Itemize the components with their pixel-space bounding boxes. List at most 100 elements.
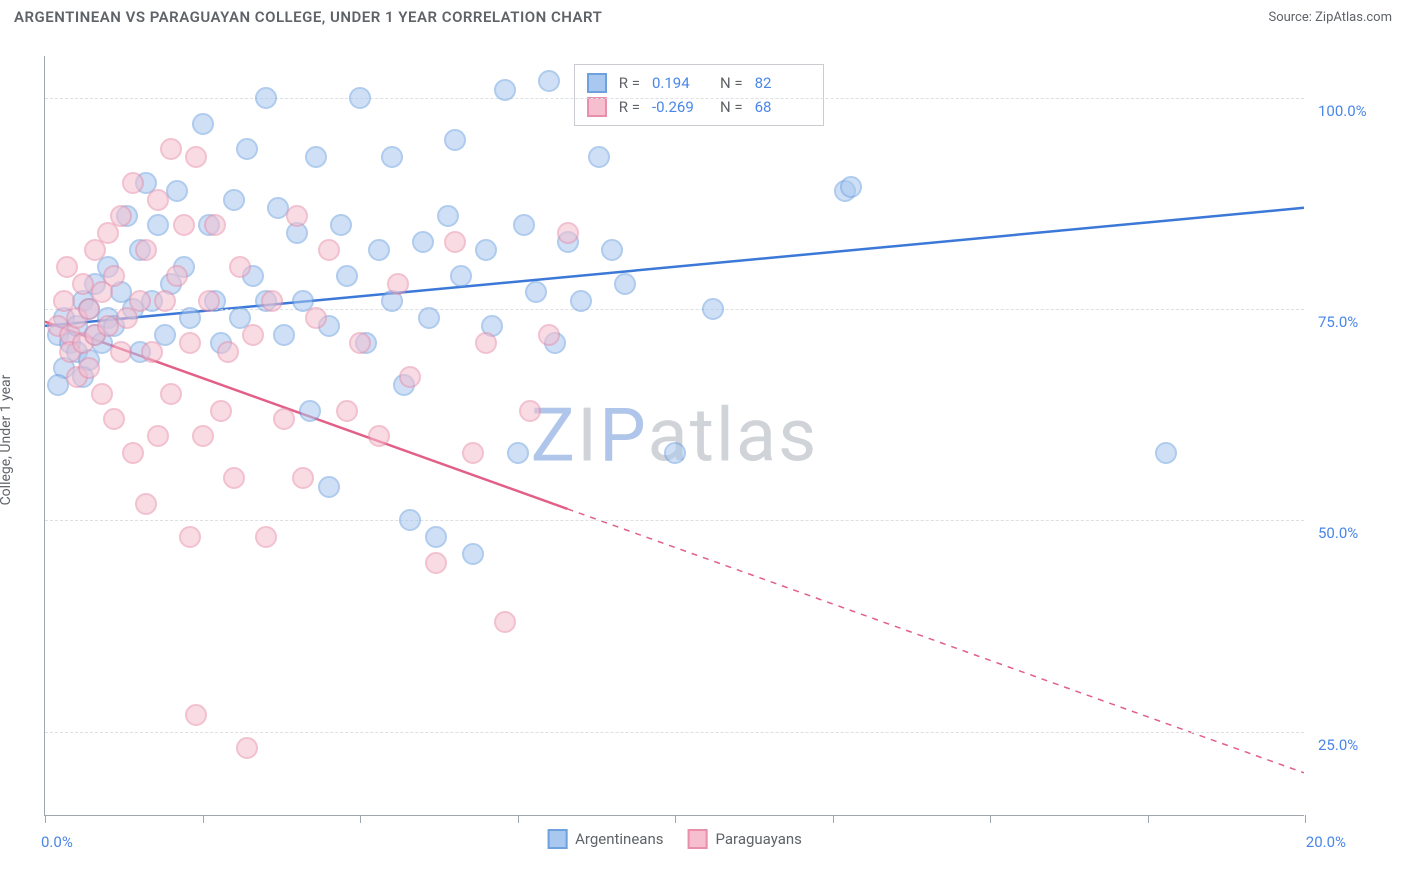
data-point bbox=[122, 172, 144, 194]
data-point bbox=[840, 176, 862, 198]
data-point bbox=[141, 341, 163, 363]
data-point bbox=[318, 239, 340, 261]
bottom-legend: Argentineans Paraguayans bbox=[547, 829, 802, 849]
data-point bbox=[444, 129, 466, 151]
data-point bbox=[273, 408, 295, 430]
y-tick-label: 50.0% bbox=[1318, 524, 1388, 542]
data-point bbox=[425, 552, 447, 574]
data-point bbox=[147, 425, 169, 447]
stats-legend-box: R =0.194N =82R =-0.269N =68 bbox=[574, 64, 824, 126]
data-point bbox=[236, 737, 258, 759]
data-point bbox=[399, 509, 421, 531]
data-point bbox=[349, 332, 371, 354]
data-point bbox=[336, 265, 358, 287]
data-point bbox=[330, 214, 352, 236]
data-point bbox=[381, 146, 403, 168]
data-point bbox=[229, 256, 251, 278]
legend-label: Argentineans bbox=[575, 830, 663, 848]
data-point bbox=[570, 290, 592, 312]
data-point bbox=[217, 341, 239, 363]
data-point bbox=[179, 526, 201, 548]
data-point bbox=[273, 324, 295, 346]
x-tick bbox=[45, 815, 46, 823]
gridline bbox=[45, 520, 1304, 521]
data-point bbox=[103, 408, 125, 430]
r-label: R = bbox=[619, 98, 640, 116]
x-tick bbox=[1305, 815, 1306, 823]
data-point bbox=[557, 222, 579, 244]
data-point bbox=[475, 332, 497, 354]
data-point bbox=[412, 231, 434, 253]
x-tick bbox=[360, 815, 361, 823]
data-point bbox=[185, 704, 207, 726]
data-point bbox=[387, 273, 409, 295]
data-point bbox=[223, 467, 245, 489]
n-value: 82 bbox=[755, 74, 811, 92]
legend-item: Paraguayans bbox=[687, 829, 801, 849]
x-tick bbox=[675, 815, 676, 823]
r-value: 0.194 bbox=[652, 74, 708, 92]
watermark: ZIPatlas bbox=[531, 392, 819, 479]
data-point bbox=[166, 265, 188, 287]
data-point bbox=[147, 189, 169, 211]
n-label: N = bbox=[720, 74, 743, 92]
data-point bbox=[349, 87, 371, 109]
data-point bbox=[135, 493, 157, 515]
data-point bbox=[204, 214, 226, 236]
data-point bbox=[110, 205, 132, 227]
data-point bbox=[305, 146, 327, 168]
data-point bbox=[261, 290, 283, 312]
data-point bbox=[292, 467, 314, 489]
data-point bbox=[538, 324, 560, 346]
trend-lines bbox=[45, 56, 1304, 815]
data-point bbox=[519, 400, 541, 422]
data-point bbox=[160, 383, 182, 405]
data-point bbox=[192, 425, 214, 447]
data-point bbox=[129, 290, 151, 312]
y-tick-label: 75.0% bbox=[1318, 313, 1388, 331]
data-point bbox=[147, 214, 169, 236]
chart-title: ARGENTINEAN VS PARAGUAYAN COLLEGE, UNDER… bbox=[14, 8, 602, 26]
data-point bbox=[513, 214, 535, 236]
data-point bbox=[198, 290, 220, 312]
x-tick bbox=[990, 815, 991, 823]
n-label: N = bbox=[720, 98, 743, 116]
data-point bbox=[437, 205, 459, 227]
data-point bbox=[242, 324, 264, 346]
gridline bbox=[45, 98, 1304, 99]
r-value: -0.269 bbox=[652, 98, 708, 116]
data-point bbox=[588, 146, 610, 168]
gridline bbox=[45, 732, 1304, 733]
data-point bbox=[494, 79, 516, 101]
data-point bbox=[91, 383, 113, 405]
x-tick bbox=[203, 815, 204, 823]
data-point bbox=[525, 281, 547, 303]
data-point bbox=[664, 442, 686, 464]
data-point bbox=[135, 239, 157, 261]
data-point bbox=[450, 265, 472, 287]
y-axis-label: College, Under 1 year bbox=[0, 375, 14, 506]
data-point bbox=[78, 357, 100, 379]
legend-swatch bbox=[687, 829, 707, 849]
data-point bbox=[368, 425, 390, 447]
data-point bbox=[192, 113, 214, 135]
x-tick bbox=[518, 815, 519, 823]
data-point bbox=[418, 307, 440, 329]
data-point bbox=[154, 290, 176, 312]
legend-swatch bbox=[547, 829, 567, 849]
data-point bbox=[368, 239, 390, 261]
legend-swatch bbox=[587, 97, 607, 117]
data-point bbox=[494, 611, 516, 633]
data-point bbox=[614, 273, 636, 295]
x-tick-label: 20.0% bbox=[1306, 833, 1346, 851]
legend-label: Paraguayans bbox=[715, 830, 801, 848]
data-point bbox=[210, 400, 232, 422]
data-point bbox=[110, 341, 132, 363]
plot-area: ZIPatlas R =0.194N =82R =-0.269N =68 Arg… bbox=[44, 56, 1304, 816]
data-point bbox=[255, 526, 277, 548]
x-tick bbox=[833, 815, 834, 823]
data-point bbox=[166, 180, 188, 202]
x-tick bbox=[1148, 815, 1149, 823]
y-tick-label: 25.0% bbox=[1318, 736, 1388, 754]
data-point bbox=[122, 442, 144, 464]
